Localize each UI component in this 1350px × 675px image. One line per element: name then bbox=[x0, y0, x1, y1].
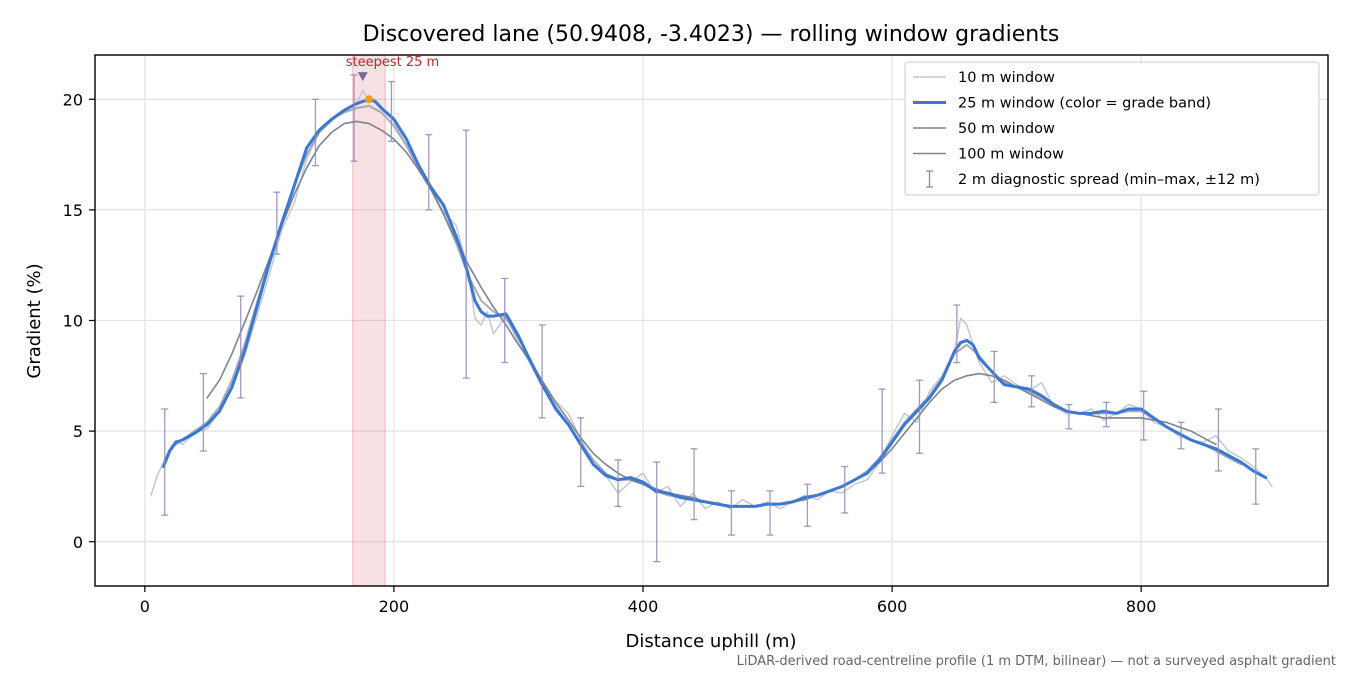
error-bar bbox=[1102, 401, 1110, 428]
x-tick: 0 bbox=[140, 586, 150, 616]
y-tick: 15 bbox=[63, 201, 95, 220]
x-tick-label: 400 bbox=[628, 597, 659, 616]
x-tick: 200 bbox=[379, 586, 410, 616]
series-line-2 bbox=[162, 97, 1268, 508]
y-tick: 20 bbox=[63, 90, 95, 109]
error-bar bbox=[501, 277, 509, 364]
legend-item: 50 m window bbox=[913, 121, 1055, 137]
steepest-25m-band bbox=[352, 54, 386, 587]
legend-label: 25 m window (color = grade band) bbox=[958, 96, 1211, 112]
error-bar bbox=[915, 379, 923, 454]
error-bar bbox=[1028, 375, 1036, 408]
error-bar bbox=[199, 372, 207, 452]
error-bar bbox=[577, 417, 585, 488]
x-axis-ticks: 0 200 400 600 800 bbox=[140, 586, 1157, 616]
error-bar bbox=[653, 461, 661, 563]
legend-box bbox=[904, 61, 1320, 196]
error-bar bbox=[462, 129, 470, 379]
error-bar bbox=[841, 465, 849, 514]
error-bar bbox=[803, 483, 811, 527]
y-tick-label: 10 bbox=[63, 312, 83, 331]
legend-item: 10 m window bbox=[913, 70, 1055, 86]
error-bar bbox=[387, 80, 395, 142]
y-tick: 5 bbox=[73, 422, 95, 441]
legend-item: 100 m window bbox=[913, 147, 1064, 163]
x-tick: 600 bbox=[877, 586, 908, 616]
y-tick-label: 0 bbox=[73, 533, 83, 552]
error-bar bbox=[1140, 390, 1148, 441]
y-tick-label: 15 bbox=[63, 201, 83, 220]
y-axis-ticks: 0 5 10 15 20 bbox=[63, 90, 95, 552]
x-tick-label: 800 bbox=[1126, 597, 1157, 616]
error-bar bbox=[273, 191, 281, 255]
error-bar bbox=[990, 350, 998, 404]
x-tick: 800 bbox=[1126, 586, 1157, 616]
steepest-peak-point bbox=[365, 95, 373, 104]
error-bar bbox=[1177, 421, 1185, 450]
legend-label: 2 m diagnostic spread (min–max, ±12 m) bbox=[958, 172, 1260, 188]
y-tick: 0 bbox=[73, 533, 95, 552]
footnote: LiDAR-derived road-centreline profile (1… bbox=[737, 654, 1336, 669]
series-lines bbox=[150, 89, 1273, 510]
error-bar bbox=[766, 490, 774, 536]
error-bar bbox=[538, 324, 546, 419]
y-tick: 10 bbox=[63, 312, 95, 331]
diagnostic-error-bars bbox=[161, 74, 1260, 563]
annotation-layer: steepest 25 m bbox=[346, 55, 439, 104]
y-axis-label: Gradient (%) bbox=[24, 263, 45, 378]
x-tick-label: 200 bbox=[379, 597, 410, 616]
error-bar bbox=[690, 448, 698, 521]
legend-label: 10 m window bbox=[958, 70, 1055, 86]
legend-item: 25 m window (color = grade band) bbox=[913, 96, 1211, 112]
error-bar bbox=[878, 388, 886, 474]
y-tick-label: 5 bbox=[73, 422, 83, 441]
steepest-marker bbox=[357, 72, 368, 82]
steepest-highlight bbox=[352, 54, 386, 587]
x-tick-label: 600 bbox=[877, 597, 908, 616]
error-bar bbox=[350, 74, 358, 162]
error-bar bbox=[727, 490, 735, 536]
legend-label: 50 m window bbox=[958, 121, 1055, 137]
error-bar bbox=[1065, 403, 1073, 430]
error-bar bbox=[311, 98, 319, 167]
chart-title: Discovered lane (50.9408, -3.4023) — rol… bbox=[363, 22, 1060, 47]
error-bar bbox=[1252, 448, 1260, 505]
error-bar bbox=[161, 408, 169, 516]
x-axis-label: Distance uphill (m) bbox=[626, 631, 797, 652]
y-tick-label: 20 bbox=[63, 90, 83, 109]
legend-item: 2 m diagnostic spread (min–max, ±12 m) bbox=[926, 170, 1260, 188]
steepest-annotation: steepest 25 m bbox=[346, 55, 439, 70]
error-bar bbox=[953, 304, 961, 364]
x-tick: 400 bbox=[628, 586, 659, 616]
error-bar bbox=[1214, 408, 1222, 472]
x-tick-label: 0 bbox=[140, 597, 150, 616]
error-bar bbox=[237, 295, 245, 399]
legend: 10 m window 25 m window (color = grade ba… bbox=[904, 61, 1320, 196]
error-bar bbox=[425, 133, 433, 211]
legend-label: 100 m window bbox=[958, 147, 1064, 163]
error-bar bbox=[614, 459, 622, 508]
